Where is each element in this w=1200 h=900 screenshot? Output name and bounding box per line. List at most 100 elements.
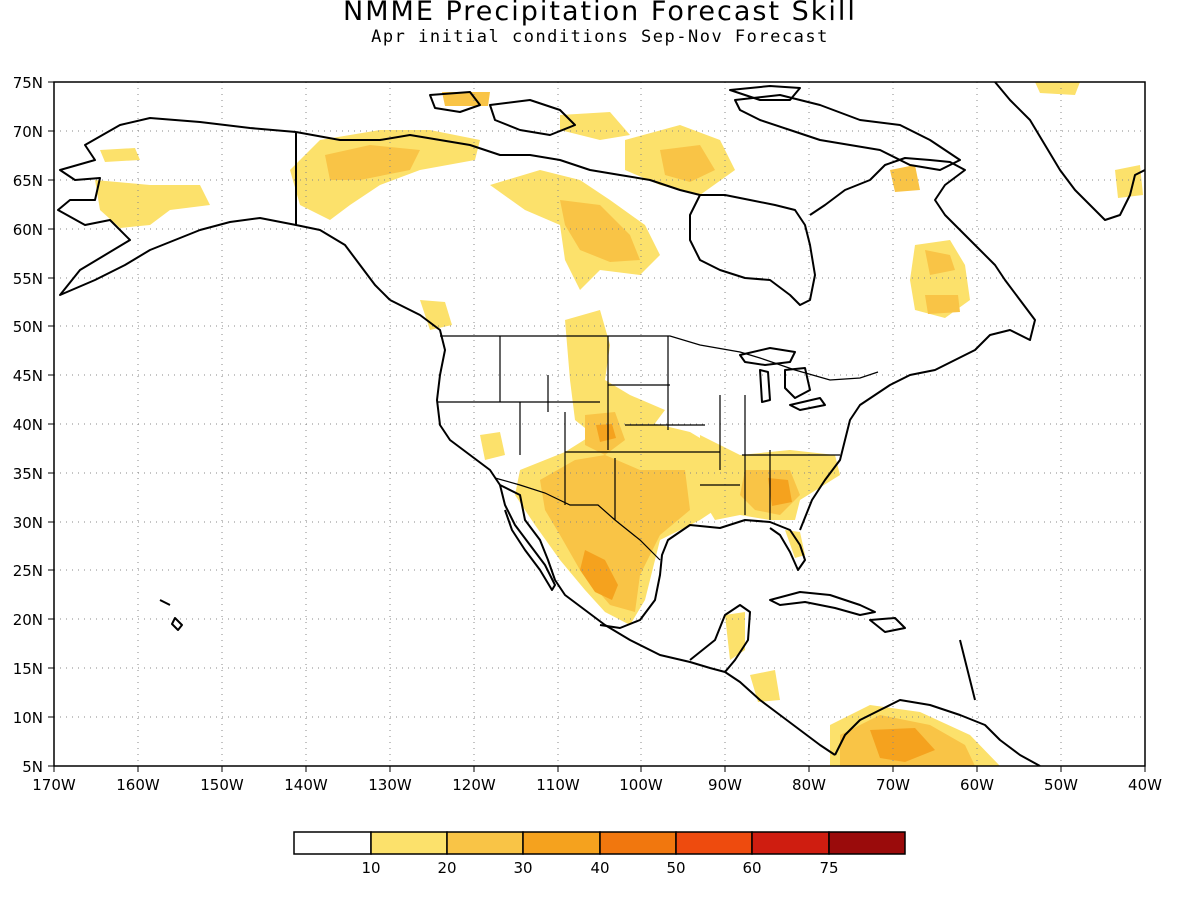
lon-label: 160W xyxy=(116,776,160,794)
colorbar-label: 40 xyxy=(590,859,609,877)
colorbar-label: 30 xyxy=(513,859,532,877)
lon-label: 100W xyxy=(619,776,663,794)
lat-label: 75N xyxy=(13,74,43,92)
skill-region-central-america xyxy=(725,612,745,660)
lon-label: 90W xyxy=(708,776,742,794)
lon-tick-labels: 170W 160W 150W 140W 130W 120W 110W 100W … xyxy=(32,776,1162,794)
political-borders xyxy=(437,335,879,561)
skill-region-baffin-mid xyxy=(660,145,715,182)
victoria-island xyxy=(489,99,576,136)
colorbar-swatch xyxy=(522,831,601,855)
colorbar-label: 60 xyxy=(742,859,761,877)
us-canada-border xyxy=(440,335,879,381)
lat-label: 50N xyxy=(13,318,43,336)
lon-label: 150W xyxy=(200,776,244,794)
skill-region-alaska-west xyxy=(95,180,210,228)
hawaii xyxy=(159,599,183,631)
lat-label: 70N xyxy=(13,123,43,141)
skill-region-yukon-mid xyxy=(325,145,420,180)
lat-label: 35N xyxy=(13,465,43,483)
lat-label: 25N xyxy=(13,562,43,580)
lat-label: 40N xyxy=(13,416,43,434)
lat-label: 10N xyxy=(13,709,43,727)
cuba xyxy=(769,591,876,616)
coastlines xyxy=(57,82,1145,766)
lesser-antilles xyxy=(959,639,976,701)
skill-region-quebec-north xyxy=(890,165,920,192)
lon-label: 140W xyxy=(284,776,328,794)
lon-label: 110W xyxy=(536,776,580,794)
hudson-bay xyxy=(689,194,816,306)
skill-region-greenland-east xyxy=(1115,165,1143,198)
lake-michigan xyxy=(759,369,771,403)
skill-region-labrador-south xyxy=(925,295,960,314)
map-subtitle: Apr initial conditions Sep-Nov Forecast xyxy=(371,27,829,47)
colorbar-swatch xyxy=(751,831,830,855)
alaska-coast xyxy=(57,117,297,296)
colorbar-swatch xyxy=(599,831,677,855)
state-lines xyxy=(437,336,840,520)
colorbar-swatch xyxy=(828,831,906,855)
ellesmere-island xyxy=(729,85,801,101)
lat-label: 20N xyxy=(13,611,43,629)
skill-region-florida xyxy=(785,530,805,558)
hispaniola xyxy=(869,617,906,633)
lat-tick-labels: 75N 70N 65N 60N 55N 50N 45N 40N 35N 30N … xyxy=(13,74,43,776)
skill-region-colorado-core xyxy=(596,424,616,442)
skill-region-plains xyxy=(565,310,665,440)
greenland xyxy=(994,82,1145,221)
lat-label: 45N xyxy=(13,367,43,385)
gulf-coast xyxy=(599,519,806,629)
skill-region-nevada xyxy=(480,432,505,460)
lake-superior xyxy=(739,347,796,366)
lat-label: 55N xyxy=(13,270,43,288)
skill-region-venezuela-core xyxy=(870,728,935,762)
lon-label: 40W xyxy=(1128,776,1162,794)
banks-island xyxy=(429,91,481,113)
lat-label: 15N xyxy=(13,660,43,678)
map-title: NMME Precipitation Forecast Skill xyxy=(343,0,857,27)
east-coast xyxy=(799,157,1036,531)
lake-huron xyxy=(784,367,811,399)
lat-label: 65N xyxy=(13,172,43,190)
lon-label: 130W xyxy=(368,776,412,794)
west-coast xyxy=(389,299,836,756)
baffin-island xyxy=(734,94,961,171)
colorbar-label: 50 xyxy=(666,859,685,877)
skill-region-mexico-core xyxy=(580,550,618,600)
skill-region-southwest-mid xyxy=(540,455,690,612)
lat-label: 30N xyxy=(13,514,43,532)
lon-label: 80W xyxy=(792,776,826,794)
lon-label: 120W xyxy=(452,776,496,794)
skill-region-arctic-islands xyxy=(560,112,630,140)
tick-marks xyxy=(48,81,1146,772)
skill-region-nunavut-mid xyxy=(560,200,640,262)
skill-shading xyxy=(95,82,1143,766)
colorbar-label: 10 xyxy=(361,859,380,877)
lat-label: 5N xyxy=(22,758,43,776)
colorbar-label: 75 xyxy=(819,859,838,877)
skill-region-central-america-south xyxy=(750,670,780,702)
alaska-canada-border xyxy=(295,132,391,301)
lon-label: 60W xyxy=(960,776,994,794)
colorbar: 10 20 30 40 50 60 75 xyxy=(293,831,906,877)
skill-region-greenland-north xyxy=(1035,82,1080,95)
lat-label: 60N xyxy=(13,221,43,239)
skill-region-alaska-north xyxy=(100,148,140,162)
lon-label: 170W xyxy=(32,776,76,794)
baja-coast xyxy=(499,484,556,591)
colorbar-swatch xyxy=(293,831,372,855)
lake-erie xyxy=(789,397,826,411)
lon-label: 70W xyxy=(876,776,910,794)
colorbar-label: 20 xyxy=(437,859,456,877)
skill-region-georgia xyxy=(768,478,792,506)
skill-region-pacific-nw xyxy=(420,300,452,330)
colorbar-swatch xyxy=(370,831,448,855)
arctic-coast xyxy=(295,131,701,196)
south-america-coast xyxy=(834,699,1041,766)
lon-label: 50W xyxy=(1044,776,1078,794)
colorbar-swatch xyxy=(675,831,753,855)
skill-region-labrador-mid xyxy=(925,250,955,275)
colorbar-swatch xyxy=(446,831,524,855)
